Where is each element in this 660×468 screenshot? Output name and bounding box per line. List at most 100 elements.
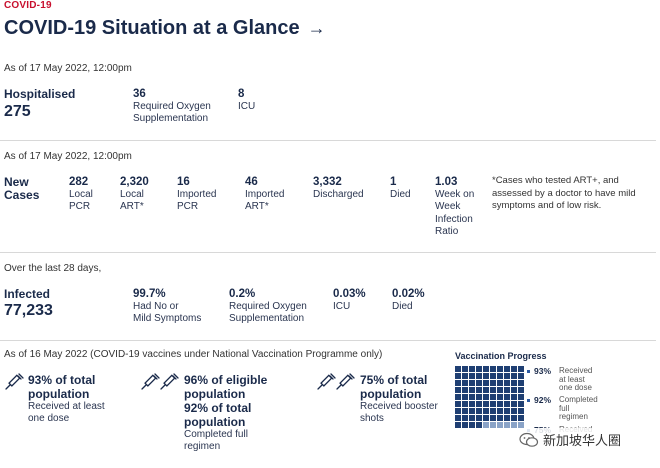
waffle-cell bbox=[476, 366, 482, 372]
legend-percent: 92% bbox=[534, 395, 552, 405]
waffle-cell bbox=[462, 366, 468, 372]
waffle-cell bbox=[483, 415, 489, 421]
new-cases-label-line: New bbox=[4, 175, 29, 189]
vaccination-text: 75% of total population Received booster sh… bbox=[360, 373, 438, 425]
stat-value: 0.2% bbox=[229, 288, 256, 300]
legend-dot bbox=[527, 370, 530, 373]
infected-value: 77,233 bbox=[4, 302, 53, 319]
vaccination-sub: Completed full bbox=[184, 429, 248, 440]
divider bbox=[0, 340, 656, 341]
waffle-cell bbox=[497, 373, 503, 379]
waffle-cell bbox=[469, 408, 475, 414]
waffle-cell bbox=[511, 422, 517, 428]
legend-label-line: Completed bbox=[559, 395, 598, 404]
waffle-cell bbox=[511, 380, 517, 386]
waffle-cell bbox=[490, 422, 496, 428]
waffle-cell bbox=[518, 401, 524, 407]
vaccination-waffle-chart bbox=[455, 366, 524, 428]
oxygen-stat: 36 Required Oxygen Supplementation bbox=[133, 88, 211, 126]
stat-label: PCR bbox=[177, 201, 199, 212]
new-cases-stat: 2,320 Local ART* bbox=[120, 176, 149, 214]
stat-label: Week on bbox=[435, 188, 475, 200]
syringe-icon bbox=[316, 373, 360, 425]
waffle-cell bbox=[455, 408, 461, 414]
vaccination-sub: regimen bbox=[184, 441, 221, 452]
stat-label: Infection bbox=[435, 213, 473, 225]
legend-label-line: at least bbox=[559, 374, 585, 384]
waffle-cell bbox=[476, 394, 482, 400]
infected-stat: 99.7% Had No or Mild Symptoms bbox=[133, 288, 201, 326]
waffle-cell bbox=[476, 387, 482, 393]
waffle-cell bbox=[476, 401, 482, 407]
waffle-cell bbox=[469, 373, 475, 379]
vaccination-block: 96% of eligible population 92% of total pop… bbox=[140, 373, 267, 453]
stat-label: ICU bbox=[333, 300, 351, 312]
arrow-right-icon[interactable]: → bbox=[307, 18, 326, 38]
vaccination-block: 75% of total population Received booster sh… bbox=[316, 373, 438, 425]
waffle-cell bbox=[476, 408, 482, 414]
waffle-cell bbox=[497, 380, 503, 386]
vaccination-highlight: 75% of total bbox=[360, 373, 428, 387]
waffle-cell bbox=[497, 394, 503, 400]
waffle-cell bbox=[469, 415, 475, 421]
waffle-cell bbox=[455, 415, 461, 421]
page-title[interactable]: COVID-19 Situation at a Glance bbox=[4, 17, 300, 39]
art-footnote: *Cases who tested ART+, and assessed by … bbox=[492, 175, 636, 211]
waffle-cell bbox=[483, 387, 489, 393]
waffle-cell bbox=[490, 408, 496, 414]
waffle-cell bbox=[462, 415, 468, 421]
waffle-cell bbox=[483, 401, 489, 407]
category-label: COVID-19 bbox=[4, 0, 52, 11]
waffle-cell bbox=[483, 422, 489, 428]
waffle-cell bbox=[462, 373, 468, 379]
watermark-text: 新加坡华人圈 bbox=[543, 433, 622, 448]
vaccination-legend-item: 92% Completed full regimen bbox=[527, 395, 598, 422]
vaccination-highlight: population bbox=[28, 387, 90, 401]
waffle-cell bbox=[462, 401, 468, 407]
title-row[interactable]: COVID-19 Situation at a Glance → bbox=[4, 17, 326, 40]
stat-label: ICU bbox=[238, 100, 256, 112]
stat-label: Ratio bbox=[435, 226, 459, 237]
waffle-cell bbox=[504, 380, 510, 386]
legend-label: Completed full regimen bbox=[559, 395, 598, 422]
waffle-cell bbox=[518, 387, 524, 393]
waffle-cell bbox=[455, 422, 461, 428]
stat-value: 99.7% bbox=[133, 288, 166, 300]
stat-label: ART* bbox=[245, 201, 269, 212]
legend-label-line: full bbox=[559, 403, 570, 413]
waffle-cell bbox=[504, 373, 510, 379]
syringe-icon bbox=[4, 373, 43, 425]
waffle-cell bbox=[518, 366, 524, 372]
waffle-cell bbox=[497, 387, 503, 393]
waffle-cell bbox=[469, 380, 475, 386]
vaccination-highlight: 96% of eligible bbox=[184, 373, 268, 387]
stat-value: 8 bbox=[238, 88, 245, 100]
wechat-icon bbox=[519, 432, 539, 447]
stat-label: Week bbox=[435, 201, 461, 212]
stat-value: 0.02% bbox=[392, 288, 425, 300]
infected-stat: 0.03% ICU bbox=[333, 288, 366, 313]
new-cases-stat: 1 Died bbox=[390, 176, 411, 201]
waffle-cell bbox=[518, 394, 524, 400]
vaccination-highlight: population bbox=[360, 387, 422, 401]
vaccination-highlight: 93% of total bbox=[28, 373, 96, 387]
infected-stat: 0.2% Required Oxygen Supplementation bbox=[229, 288, 307, 326]
legend-label-line: regimen bbox=[559, 412, 588, 421]
hospital-asof: As of 17 May 2022, 12:00pm bbox=[4, 63, 132, 74]
stat-label: Died bbox=[390, 188, 411, 200]
waffle-cell bbox=[455, 366, 461, 372]
waffle-cell bbox=[490, 373, 496, 379]
syringe-icon bbox=[140, 373, 184, 453]
stat-label: Imported bbox=[177, 188, 217, 200]
waffle-cell bbox=[462, 394, 468, 400]
stat-value: 3,332 bbox=[313, 176, 342, 188]
vaccination-highlight: 92% of total bbox=[184, 401, 252, 415]
stat-value: 0.03% bbox=[333, 288, 366, 300]
waffle-cell bbox=[511, 366, 517, 372]
waffle-cell bbox=[504, 366, 510, 372]
hospitalised-value: 275 bbox=[4, 103, 31, 120]
waffle-cell bbox=[469, 394, 475, 400]
stat-label: Supplementation bbox=[229, 313, 305, 324]
infected-stat: 0.02% Died bbox=[392, 288, 425, 313]
stat-value: 1.03 bbox=[435, 176, 458, 188]
